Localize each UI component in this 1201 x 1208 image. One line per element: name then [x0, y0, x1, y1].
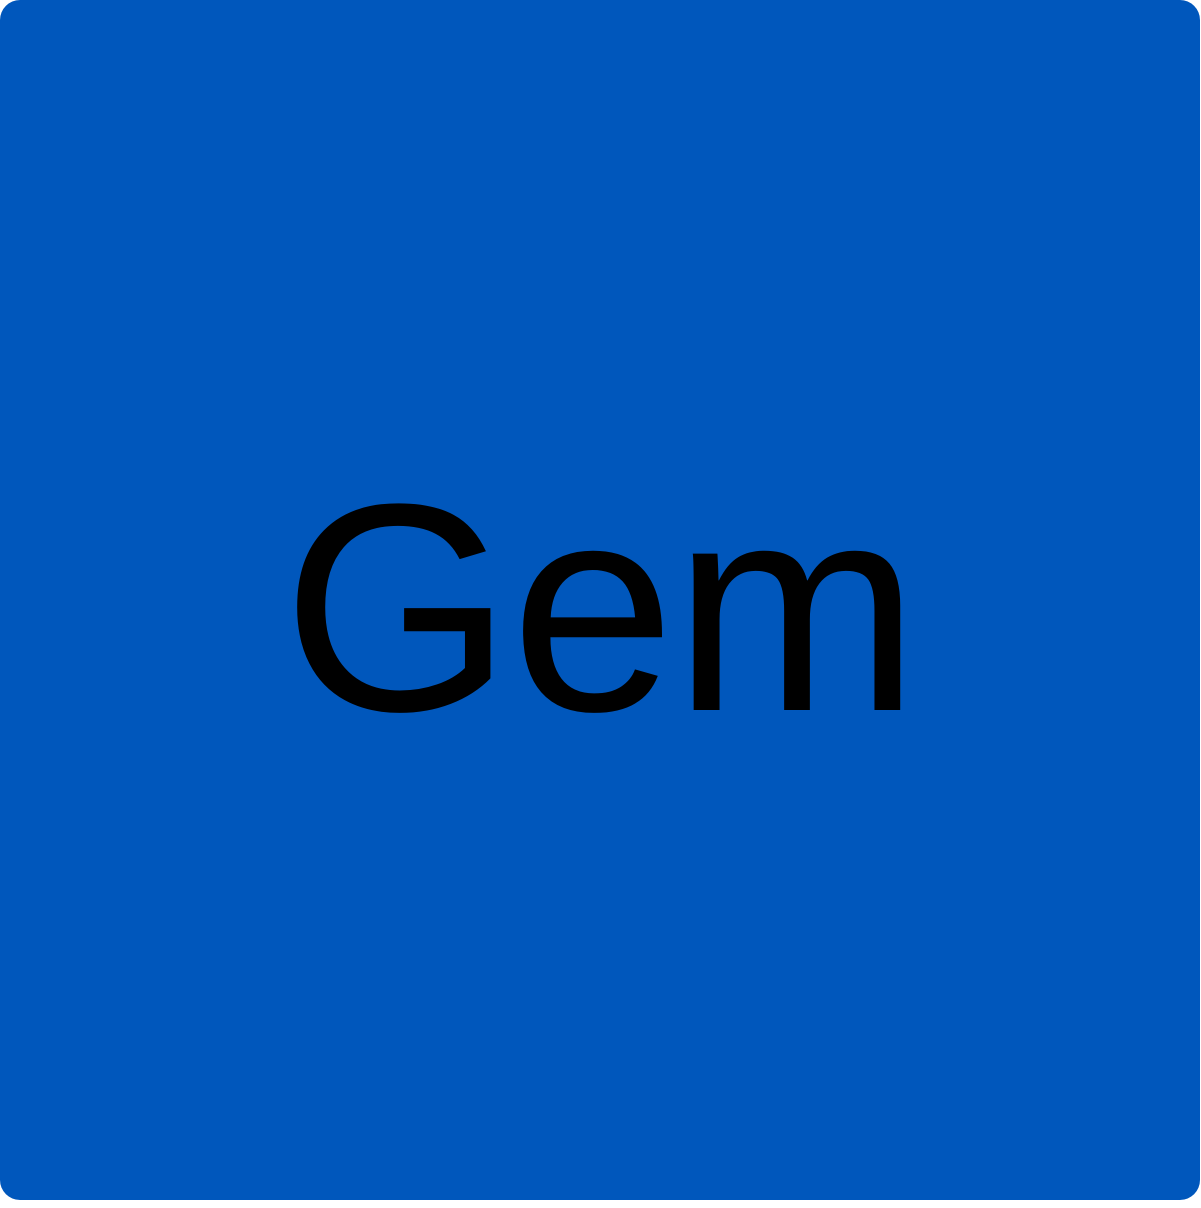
- gem-label: Gem: [282, 442, 919, 773]
